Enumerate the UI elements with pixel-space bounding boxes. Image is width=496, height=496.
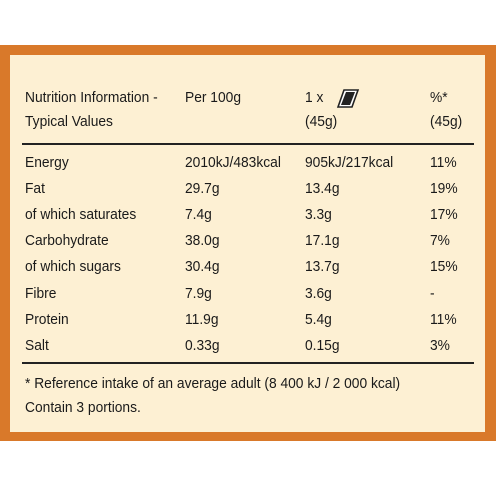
bar-icon bbox=[336, 89, 360, 108]
table-cell: of which sugars bbox=[25, 258, 121, 276]
table-cell: Fat bbox=[25, 180, 45, 198]
table-cell: 19% bbox=[430, 180, 458, 198]
header-label: %* bbox=[430, 89, 448, 106]
footnote: Contain 3 portions. bbox=[25, 399, 141, 416]
nutrition-panel: Nutrition Information - Typical Values Per… bbox=[10, 55, 485, 432]
table-cell: 30.4g bbox=[185, 258, 220, 276]
table-cell: 3% bbox=[430, 336, 450, 354]
footer-rule bbox=[22, 362, 474, 364]
table-cell: 3.3g bbox=[305, 206, 332, 224]
header-label: (45g) bbox=[430, 113, 463, 130]
header-label: 1 x bbox=[305, 89, 324, 106]
table-cell: 38.0g bbox=[185, 232, 220, 250]
table-cell: 0.15g bbox=[305, 336, 340, 354]
table-cell: 11% bbox=[430, 154, 457, 171]
table-cell: 11% bbox=[430, 310, 457, 328]
table-cell: Fibre bbox=[25, 284, 57, 302]
label-frame: Nutrition Information - Typical Values Per… bbox=[0, 45, 496, 441]
table-cell: 7.9g bbox=[185, 284, 212, 302]
header-label: Typical Values bbox=[25, 113, 113, 130]
footnote: * Reference intake of an average adult (… bbox=[25, 375, 401, 392]
table-cell: 15% bbox=[430, 258, 458, 276]
table-cell: 29.7g bbox=[185, 180, 220, 198]
header-rule bbox=[22, 143, 474, 145]
table-cell: 13.4g bbox=[305, 180, 340, 198]
table-cell: 5.4g bbox=[305, 310, 332, 328]
table-cell: 17% bbox=[430, 206, 458, 224]
table-cell: 2010kJ/483kcal bbox=[185, 154, 281, 171]
table-cell: Salt bbox=[25, 336, 49, 354]
header-label: Nutrition Information - bbox=[25, 89, 158, 106]
table-cell: 905kJ/217kcal bbox=[305, 154, 394, 171]
header-label: Per 100g bbox=[185, 89, 242, 106]
table-cell: - bbox=[430, 284, 435, 302]
table-cell: 7.4g bbox=[185, 206, 212, 224]
table-cell: 7% bbox=[430, 232, 450, 250]
table-cell: 0.33g bbox=[185, 336, 220, 354]
table-cell: 11.9g bbox=[185, 310, 219, 328]
table-cell: 17.1g bbox=[305, 232, 340, 250]
table-cell: Carbohydrate bbox=[25, 232, 109, 250]
table-cell: Energy bbox=[25, 154, 69, 171]
table-cell: 3.6g bbox=[305, 284, 332, 302]
table-cell: of which saturates bbox=[25, 206, 137, 224]
table-cell: Protein bbox=[25, 310, 69, 328]
header-label: (45g) bbox=[305, 113, 338, 130]
table-cell: 13.7g bbox=[305, 258, 340, 276]
